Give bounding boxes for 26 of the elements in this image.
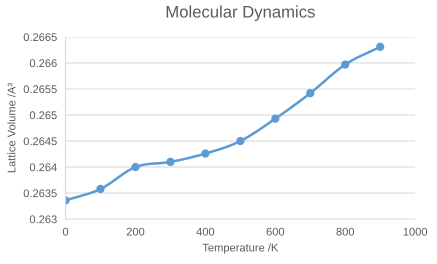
y-tick-label: 0.265 bbox=[30, 111, 57, 120]
point bbox=[96, 184, 105, 194]
point bbox=[271, 114, 280, 123]
x-axis-title: Temperature /K bbox=[202, 243, 278, 254]
x-tick-label: 200 bbox=[126, 228, 144, 236]
y-tick-label: 0.266 bbox=[30, 59, 57, 68]
y-axis-title: Lattice Volume /A³ bbox=[7, 83, 16, 172]
x-tick-label: 0 bbox=[62, 228, 68, 236]
chart-title: Molecular Dynamics bbox=[166, 5, 315, 21]
point bbox=[376, 42, 384, 52]
x-tick-label: 800 bbox=[336, 228, 354, 236]
y-tick-label: 0.263 bbox=[30, 215, 57, 224]
y-tick-label: 0.264 bbox=[30, 163, 57, 172]
point bbox=[341, 60, 350, 69]
point bbox=[166, 158, 175, 166]
y-tick-label: 0.2665 bbox=[24, 33, 57, 42]
point bbox=[201, 149, 210, 158]
point bbox=[236, 136, 245, 146]
point bbox=[131, 162, 140, 172]
y-tick-label: 0.2655 bbox=[24, 85, 57, 94]
x-tick-label: 600 bbox=[266, 228, 284, 236]
y-tick-label: 0.2635 bbox=[24, 189, 57, 198]
point bbox=[306, 89, 314, 98]
x-tick-label: 400 bbox=[196, 228, 214, 236]
y-tick-label: 0.2645 bbox=[24, 137, 57, 146]
x-tick-label: 1000 bbox=[404, 228, 428, 236]
